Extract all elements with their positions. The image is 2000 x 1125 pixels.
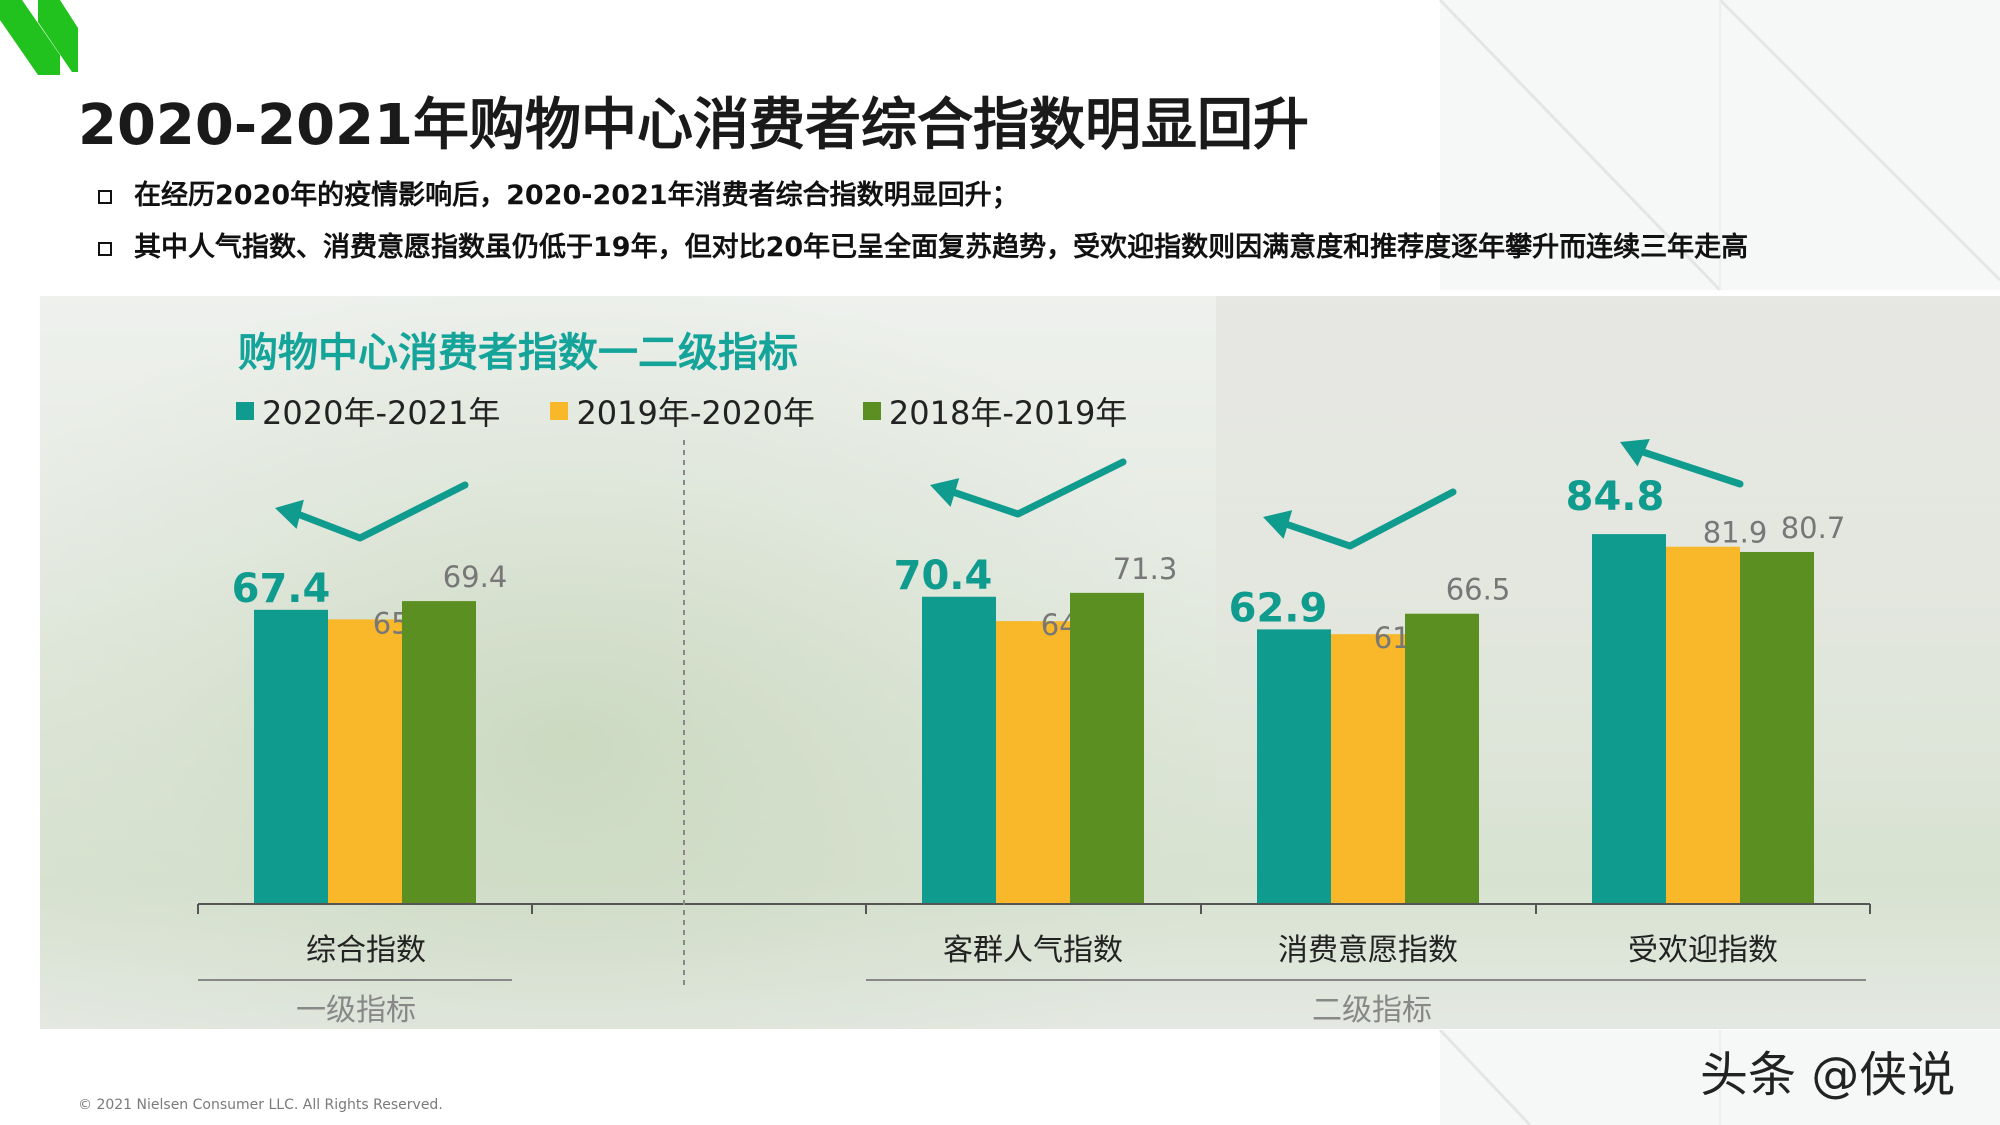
bar-value-label: 81.9 xyxy=(1703,516,1768,550)
bullet-text: 其中人气指数、消费意愿指数虽仍低于19年，但对比20年已呈全面复苏趋势，受欢迎指… xyxy=(134,232,1749,263)
brand-logo xyxy=(0,0,78,75)
bar-value-label: 66.5 xyxy=(1446,573,1511,607)
decorative-triangles xyxy=(1438,0,2000,292)
bar-2 xyxy=(328,619,402,903)
trend-arrow-head-icon xyxy=(1263,510,1293,539)
category-label: 消费意愿指数 xyxy=(1278,933,1458,968)
bar-3 xyxy=(1070,592,1144,903)
decorative-triangles-bottom xyxy=(1438,1030,2000,1125)
trend-arrow-icon xyxy=(1636,447,1744,488)
bar-value-label: 70.4 xyxy=(894,553,993,599)
trend-arrow-head-icon xyxy=(275,499,304,529)
legend-swatch xyxy=(236,402,254,420)
watermark-text: 头条 @侠说 xyxy=(1700,1047,1956,1103)
bar-1 xyxy=(1257,629,1331,903)
bar-1 xyxy=(922,596,996,903)
bar-1 xyxy=(1592,534,1666,903)
bar-2 xyxy=(1331,634,1405,903)
group-label: 二级指标 xyxy=(1312,993,1432,1028)
category-label: 受欢迎指数 xyxy=(1628,933,1778,968)
bar-value-label: 71.3 xyxy=(1113,552,1178,586)
trend-arrow-head-icon xyxy=(930,478,960,507)
bullet-square-icon xyxy=(98,190,112,204)
legend-item: 2020年-2021年 xyxy=(236,388,500,434)
bar-2 xyxy=(1666,546,1740,903)
page-title: 2020-2021年购物中心消费者综合指数明显回升 xyxy=(78,93,1309,158)
bar-1 xyxy=(254,609,328,903)
trend-arrow-icon xyxy=(946,458,1127,518)
category-label: 综合指数 xyxy=(306,933,426,968)
bar-3 xyxy=(1405,613,1479,903)
bar-value-label: 62.9 xyxy=(1229,585,1328,631)
bar-value-label: 80.7 xyxy=(1781,511,1846,545)
chart-legend: 2020年-2021年 2019年-2020年 2018年-2019年 xyxy=(236,388,1127,434)
bar-3 xyxy=(402,601,476,903)
legend-item: 2019年-2020年 xyxy=(550,388,815,434)
trend-arrow-icon xyxy=(291,481,469,542)
copyright-text: © 2021 Nielsen Consumer LLC. All Rights … xyxy=(78,1097,443,1113)
legend-label: 2018年-2019年 xyxy=(888,394,1128,432)
bar-2 xyxy=(996,621,1070,903)
trend-arrow-icon xyxy=(1279,488,1457,550)
bar-value-label: 84.8 xyxy=(1566,474,1665,520)
bullet-list: 在经历2020年的疫情影响后，2020-2021年消费者综合指数明显回升； 其中… xyxy=(98,170,1748,274)
legend-swatch xyxy=(862,402,881,420)
bullet-item: 其中人气指数、消费意愿指数虽仍低于19年，但对比20年已呈全面复苏趋势，受欢迎指… xyxy=(98,222,1748,274)
bar-value-label: 69.4 xyxy=(443,560,508,594)
bar-3 xyxy=(1740,551,1814,903)
trend-arrow-head-icon xyxy=(1620,438,1650,467)
legend-label: 2019年-2020年 xyxy=(576,394,815,432)
group-label: 一级指标 xyxy=(296,993,416,1028)
bar-value-label: 67.4 xyxy=(232,566,331,612)
category-label: 客群人气指数 xyxy=(943,933,1123,968)
bullet-text: 在经历2020年的疫情影响后，2020-2021年消费者综合指数明显回升； xyxy=(134,180,1019,211)
bullet-square-icon xyxy=(98,242,112,256)
legend-item: 2018年-2019年 xyxy=(862,388,1128,434)
legend-label: 2020年-2021年 xyxy=(262,394,501,432)
bullet-item: 在经历2020年的疫情影响后，2020-2021年消费者综合指数明显回升； xyxy=(98,170,1748,222)
legend-swatch xyxy=(550,402,569,420)
chart-title: 购物中心消费者指数一二级指标 xyxy=(238,330,798,376)
